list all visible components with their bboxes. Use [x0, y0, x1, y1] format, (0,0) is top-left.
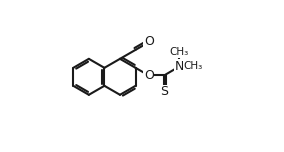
- Text: N: N: [175, 60, 184, 73]
- Text: CH₃: CH₃: [170, 47, 189, 57]
- Text: S: S: [160, 85, 168, 98]
- Text: O: O: [144, 69, 154, 82]
- Text: CH₃: CH₃: [184, 61, 203, 71]
- Text: O: O: [144, 35, 154, 48]
